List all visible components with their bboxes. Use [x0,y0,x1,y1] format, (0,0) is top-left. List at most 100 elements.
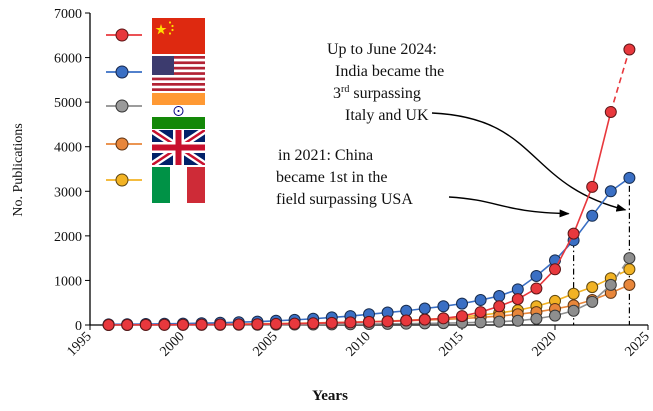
y-tick-label: 7000 [54,7,82,22]
point-china [158,318,171,331]
series-line-china [108,111,612,326]
point-china [586,180,599,193]
y-axis-label: No. Publications [11,123,26,216]
legend-marker-china [115,28,129,42]
x-tick-label: 2015 [436,329,466,359]
y-ticks: 0 1000 2000 3000 4000 5000 6000 7000 [54,7,90,334]
point-china [307,317,320,330]
point-india [604,278,617,291]
y-tick-label: 1000 [54,274,82,289]
x-axis-label: Years [312,388,348,404]
point-china [623,43,636,56]
legend-entry-usa [106,56,205,91]
annotation-2024: Up to June 2024: India became the 3rd su… [327,41,444,124]
point-china [511,293,524,306]
point-china [344,316,357,329]
point-china [474,306,487,319]
legend-marker-italy [115,173,129,187]
point-india [474,316,487,329]
point-china [437,312,450,325]
annotation-2024-line-3: 3rd surpassing [333,84,421,102]
point-china [381,315,394,328]
legend-entry-india [106,93,205,129]
annotation-2021-line-1: in 2021: China [278,147,373,164]
y-tick-label: 5000 [54,96,82,111]
point-india [493,315,506,328]
point-china [604,105,617,118]
series-china [102,43,636,331]
point-china [102,318,115,331]
point-china [567,227,580,240]
point-china [139,318,152,331]
flag-india-icon [152,93,205,129]
legend [106,18,205,203]
point-usa [530,269,543,282]
annotation-guides [431,112,631,325]
point-usa [586,209,599,222]
legend-marker-india [115,99,129,113]
y-tick-label: 3000 [54,185,82,200]
y-tick-label: 4000 [54,141,82,156]
point-india [567,304,580,317]
point-china [325,316,338,329]
point-china [288,317,301,330]
point-usa [474,294,487,307]
point-italy [586,281,599,294]
annotation-2024-line-2: India became the [335,63,444,80]
x-tick-label: 2020 [529,329,559,359]
point-china [121,318,134,331]
point-usa [418,302,431,315]
point-china [177,318,189,331]
flag-italy-icon [152,167,205,203]
series-line-dashed-china [610,49,631,113]
point-india [511,314,524,327]
x-ticks: 1995 2000 2005 2010 2015 2020 2025 [64,325,653,360]
point-italy [623,263,636,276]
point-china [400,314,413,327]
point-china [251,318,264,331]
point-india [549,309,561,322]
y-tick-label: 0 [75,319,82,334]
legend-marker-uk [115,137,129,151]
y-tick-label: 2000 [54,230,82,245]
point-china [214,318,227,331]
point-usa [456,297,468,310]
point-usa [623,171,636,184]
point-china [270,317,282,330]
x-tick-label: 2000 [157,329,187,359]
legend-marker-usa [115,65,129,79]
point-china [530,282,543,295]
point-china [418,313,431,326]
legend-entry-uk [106,130,205,165]
point-china [363,315,375,328]
x-tick-label: 2005 [250,329,280,359]
point-china [549,263,561,276]
point-china [232,318,245,331]
point-italy [567,287,580,300]
point-china [456,310,468,323]
annotation-2021-line-2: became 1st in the [276,169,388,186]
arrow-a2024 [431,112,627,212]
legend-entry-italy [106,167,205,203]
point-india [586,295,599,308]
point-usa [493,290,506,303]
point-uk [623,278,636,291]
y-tick-label: 6000 [54,52,82,67]
point-china [195,318,208,331]
arrow-a2021 [448,196,570,218]
point-india [530,312,543,325]
series-layer [102,43,636,331]
x-tick-label: 2025 [622,329,652,359]
annotation-2024-line-4: Italy and UK [345,107,429,124]
flag-china-icon [152,18,205,54]
point-china [493,300,506,313]
annotation-2021-line-3: field surpassing USA [276,191,413,208]
point-india [623,252,636,265]
point-usa [437,300,450,313]
x-tick-label: 2010 [343,329,373,359]
annotation-2024-line-1: Up to June 2024: [327,41,437,58]
flag-uk-icon [152,130,205,165]
annotation-2021: in 2021: China became 1st in the field s… [276,147,413,208]
flag-usa-icon [152,56,205,91]
